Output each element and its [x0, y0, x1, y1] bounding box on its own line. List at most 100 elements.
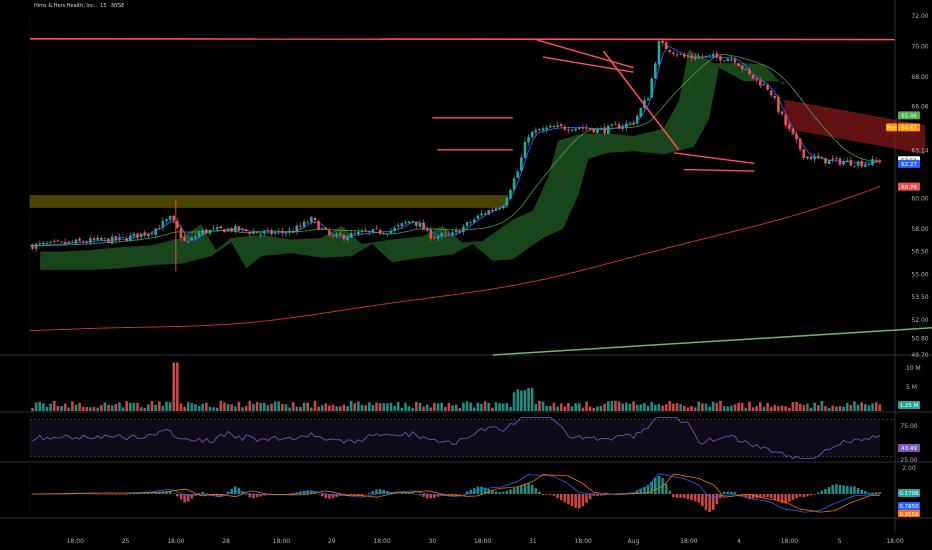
drawings[interactable] — [29, 38, 932, 356]
macd-hist-bar — [190, 494, 194, 499]
volume-bar — [63, 403, 67, 411]
volume-bar — [549, 406, 552, 411]
candle-body — [194, 236, 197, 239]
volume-bar — [874, 402, 878, 411]
macd-hist-bar — [132, 493, 136, 494]
macd-hist-bar — [657, 476, 661, 494]
macd-hist-bar — [491, 490, 494, 494]
macd-hist-bar — [433, 494, 436, 498]
volume-bar — [371, 404, 375, 411]
candle-body — [657, 41, 661, 65]
volume-bar — [563, 406, 567, 411]
volume-bar — [67, 407, 71, 411]
macd-hist-bar — [186, 494, 190, 502]
volume-bar — [190, 403, 194, 411]
candle-body — [172, 215, 176, 221]
macd-hist-bar — [708, 494, 711, 512]
candle-body — [672, 52, 675, 55]
macd-hist-bar — [672, 494, 675, 498]
volume-bar — [447, 403, 451, 411]
volume-bar — [577, 403, 581, 411]
volume-bar — [643, 403, 646, 411]
macd-hist-bar — [520, 485, 523, 494]
macd-hist-bar — [773, 494, 777, 500]
macd-hist-bar — [147, 493, 150, 494]
candle-body — [472, 219, 476, 223]
macd-hist-bar — [107, 494, 110, 495]
volume-bar — [704, 403, 708, 411]
volume-bar — [49, 403, 52, 411]
volume-bar — [668, 400, 672, 411]
candle-body — [60, 241, 63, 243]
macd-hist-bar — [853, 486, 856, 494]
axes: 72.00 70.00 68.00 66.06 63.14 60.00 58.00 56.50… — [67, 13, 929, 545]
volume-bar — [168, 402, 172, 411]
macd-hist-bar — [168, 491, 172, 494]
macd-hist-bar — [635, 490, 639, 494]
volume-bar — [404, 402, 407, 411]
macd-hist-bar — [577, 494, 581, 509]
volume-bar — [60, 406, 63, 411]
volume-bar — [766, 402, 769, 411]
candle-body — [96, 237, 99, 241]
macd-hist-bar — [128, 493, 132, 495]
volume-bar — [849, 404, 853, 411]
wedge-top — [673, 152, 755, 165]
candle-body — [233, 226, 237, 232]
candle-body — [78, 238, 81, 241]
volume-bar — [755, 405, 759, 411]
candle-body — [136, 233, 139, 238]
macd-hist-bar — [838, 484, 842, 494]
candle-body — [498, 208, 501, 210]
volume-bar — [845, 403, 849, 411]
volume-bar — [422, 406, 425, 411]
volume-bar — [89, 407, 92, 411]
macd-hist-bar — [331, 494, 335, 499]
volume-bar — [233, 406, 237, 411]
macd-hist-bar — [179, 494, 183, 500]
candle-body — [777, 97, 780, 112]
macd-hist-bar — [585, 494, 588, 503]
price-tick: 72.00 — [911, 13, 928, 20]
volume-bar — [219, 400, 223, 411]
volume-bar — [701, 403, 704, 411]
volume-bar — [520, 390, 523, 411]
macd-hist-bar — [523, 483, 527, 494]
macd-hist-bar — [92, 493, 96, 495]
candle-body — [491, 210, 494, 211]
volume-bar — [585, 401, 588, 411]
macd-hist-bar — [777, 494, 780, 502]
price-badge — [898, 111, 920, 120]
macd-hist-bar — [867, 492, 871, 494]
candle-body — [469, 222, 472, 224]
candle-body — [45, 243, 49, 245]
volume-bar — [726, 406, 730, 411]
volume-bar — [816, 405, 820, 411]
volume-bar — [784, 406, 787, 411]
volume-bar — [346, 406, 349, 411]
candle-body — [150, 233, 154, 235]
ichimoku-cloud — [40, 49, 926, 270]
candle-body — [110, 236, 114, 244]
volume-bar — [501, 403, 505, 411]
macd-hist-bar — [425, 494, 429, 499]
macd-hist-bar — [856, 487, 860, 494]
macd-hist-bar — [291, 493, 295, 494]
candle-body — [545, 127, 548, 130]
volume-bar — [820, 400, 824, 411]
volume-bar — [212, 407, 215, 411]
macd-hist-bar — [201, 491, 204, 494]
price-tick: 63.14 — [911, 148, 928, 155]
macd-hist-bar — [701, 494, 704, 507]
ma-fast — [30, 45, 880, 246]
volume-bar — [248, 400, 252, 411]
volume-bar — [715, 402, 719, 411]
candle-body — [270, 230, 273, 234]
candle-body — [730, 59, 733, 60]
candle-body — [288, 230, 291, 233]
candle-body — [284, 233, 288, 234]
candle-body — [375, 228, 378, 230]
macd-hist-bar — [375, 489, 378, 494]
volume-bar — [682, 406, 686, 411]
